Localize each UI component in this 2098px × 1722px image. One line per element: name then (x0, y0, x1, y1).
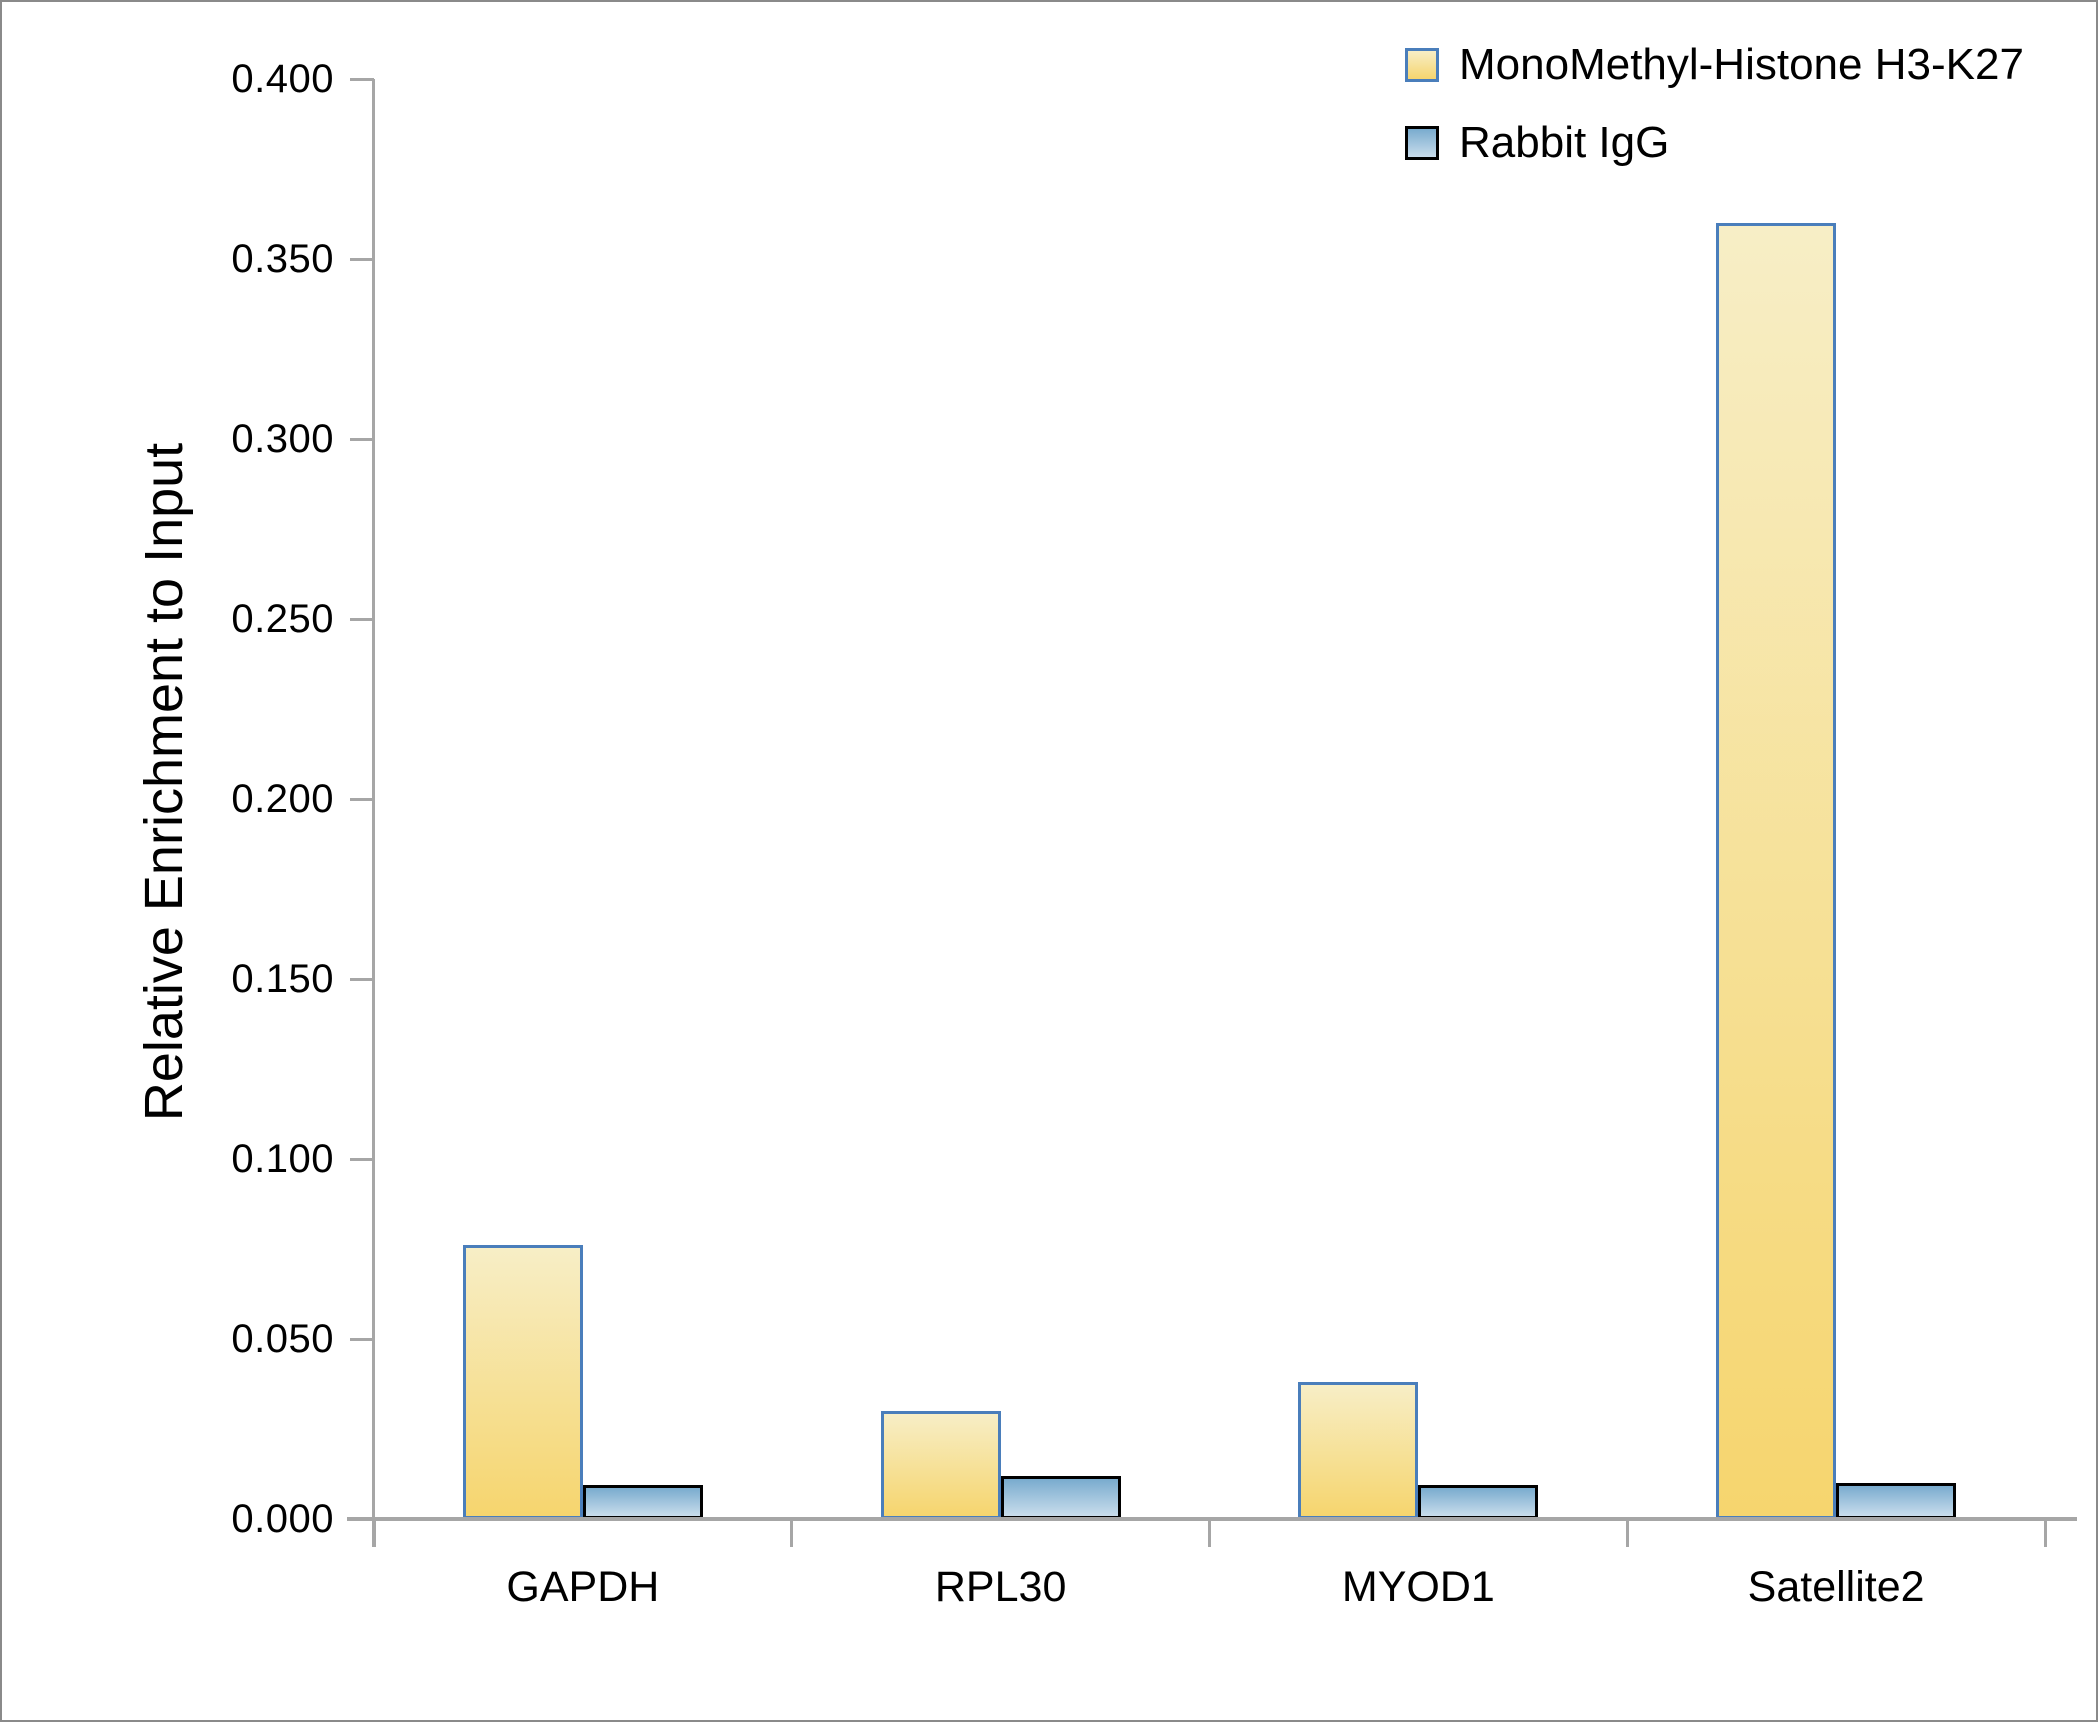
bar-satellite2-igg (1836, 1483, 1957, 1519)
x-axis-category-label: GAPDH (506, 1563, 660, 1611)
y-axis-tick-label: 0.100 (231, 1137, 334, 1181)
y-axis-tick-label: 0.350 (231, 237, 334, 281)
bar-gapdh-h3k27 (462, 1245, 583, 1519)
bar-rpl30-igg (1000, 1476, 1121, 1519)
y-axis-tick (350, 797, 374, 801)
legend-swatch-h3k27 (1405, 48, 1439, 82)
legend-row-h3k27: MonoMethyl-Histone H3-K27 (1405, 40, 2024, 89)
y-axis-tick-label: 0.250 (231, 597, 334, 641)
x-axis-tick (1625, 1519, 1629, 1547)
y-axis-tick (350, 437, 374, 441)
legend-label-h3k27: MonoMethyl-Histone H3-K27 (1459, 40, 2024, 89)
x-axis-tick (790, 1519, 794, 1547)
x-axis-category-label: Satellite2 (1747, 1563, 1925, 1611)
bar-myod1-igg (1418, 1485, 1539, 1519)
y-axis-tick-label: 0.150 (231, 957, 334, 1001)
x-axis-line (347, 1517, 2077, 1521)
y-axis-tick (350, 1157, 374, 1161)
x-axis-category-label: RPL30 (934, 1563, 1067, 1611)
bar-rpl30-h3k27 (880, 1411, 1001, 1519)
bar-satellite2-h3k27 (1716, 223, 1837, 1519)
y-axis-tick (350, 77, 374, 81)
legend-label-igg: Rabbit IgG (1459, 118, 1670, 167)
y-axis-tick-label: 0.400 (231, 57, 334, 101)
y-axis-tick-label: 0.200 (231, 777, 334, 821)
x-axis-tick (372, 1519, 376, 1547)
legend-row-igg: Rabbit IgG (1405, 118, 2024, 167)
y-axis-tick (350, 257, 374, 261)
legend: MonoMethyl-Histone H3-K27 Rabbit IgG (1405, 40, 2024, 204)
y-axis-tick (350, 977, 374, 981)
y-axis-tick-label: 0.050 (231, 1317, 334, 1361)
y-axis-tick-label: 0.000 (231, 1497, 334, 1541)
y-axis-line (372, 79, 375, 1547)
y-axis-tick (350, 1337, 374, 1341)
bar-myod1-h3k27 (1298, 1382, 1419, 1519)
x-axis-tick (2043, 1519, 2047, 1547)
legend-swatch-igg (1405, 126, 1439, 160)
y-axis-tick (350, 617, 374, 621)
x-axis-category-label: MYOD1 (1341, 1563, 1495, 1611)
y-axis-tick-label: 0.300 (231, 417, 334, 461)
x-axis-tick (1208, 1519, 1211, 1547)
bar-gapdh-igg (582, 1485, 703, 1519)
